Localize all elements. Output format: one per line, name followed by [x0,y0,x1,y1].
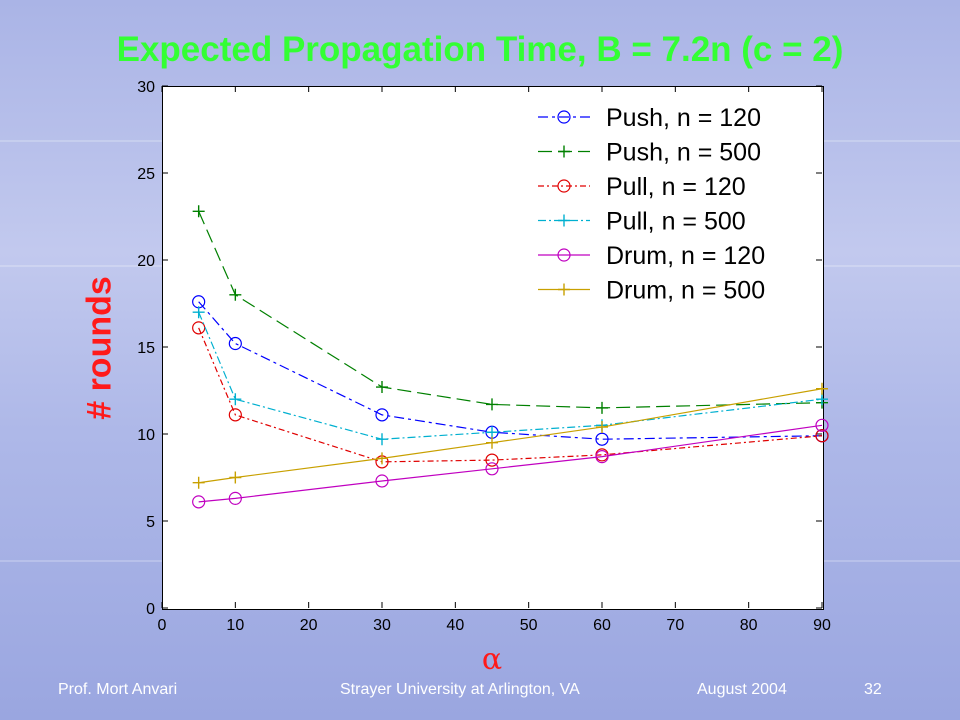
data-point-series-4 [486,426,498,439]
data-point-series-5 [192,495,206,509]
legend-label: Drum, n = 500 [606,277,765,305]
x-axis-label: α [481,642,503,677]
data-point-series-4 [376,433,388,446]
legend-label: Push, n = 120 [606,104,761,132]
data-point-series-6 [816,382,828,395]
legend-label: Pull, n = 500 [606,208,746,236]
x-tick-label: 70 [666,617,684,634]
y-tick-label: 5 [146,514,155,531]
data-point-series-3 [228,408,242,422]
footer-date: August 2004 [697,681,787,698]
data-point-series-1 [595,432,609,446]
data-point-series-5 [595,450,609,464]
series-line-5 [198,424,823,503]
y-tick-label: 25 [137,166,155,183]
data-point-series-4 [816,393,828,406]
series-line-2 [198,211,823,409]
legend-marker [558,145,570,158]
series-line-1 [198,301,823,440]
data-point-series-1 [375,408,389,422]
footer-page-number: 32 [864,681,882,698]
y-tick-label: 10 [137,427,155,444]
data-point-series-2 [192,205,205,218]
x-tick-label: 50 [520,617,538,634]
data-point-series-2 [229,288,242,301]
slide-title: Expected Propagation Time, B = 7.2n (c =… [116,30,844,69]
y-axis-label: # rounds [80,276,119,420]
data-point-series-6 [229,471,242,484]
legend-label: Pull, n = 120 [606,173,746,201]
legend-marker [557,179,571,193]
data-point-series-6 [486,436,498,449]
x-tick-label: 0 [158,617,167,634]
footer-venue: Strayer University at Arlington, VA [340,681,580,698]
data-point-series-5 [815,418,829,432]
y-tick-label: 30 [137,79,155,96]
data-point-series-3 [815,429,829,443]
data-point-series-6 [596,421,608,434]
legend-box [528,98,806,311]
x-tick-label: 30 [373,617,391,634]
data-point-series-6 [192,476,205,489]
legend-label: Drum, n = 120 [606,242,765,270]
series-line-4 [198,311,823,440]
y-tick-label: 20 [137,253,155,270]
data-point-series-6 [376,452,388,465]
data-point-series-4 [192,306,205,319]
legend-label: Push, n = 500 [606,139,761,167]
legend-marker [558,283,570,296]
legend-marker [557,110,571,124]
data-point-series-2 [376,381,388,394]
data-point-series-5 [228,491,242,505]
series-line-6 [198,388,823,484]
footer-author: Prof. Mort Anvari [58,681,178,698]
data-point-series-1 [228,336,242,351]
y-tick-label: 0 [146,601,155,618]
data-point-series-5 [375,474,389,488]
data-point-series-4 [229,393,242,406]
x-tick-label: 40 [446,617,464,634]
data-point-series-5 [485,462,499,476]
data-point-series-3 [485,453,499,467]
x-tick-label: 60 [593,617,611,634]
y-tick-label: 15 [137,340,155,357]
x-tick-label: 90 [813,617,831,634]
series-line-3 [198,327,823,463]
data-point-series-2 [486,398,498,411]
legend-marker [558,214,570,227]
x-tick-label: 80 [740,617,758,634]
legend-marker [557,248,571,262]
data-point-series-2 [596,401,608,414]
x-tick-label: 10 [226,617,244,634]
x-tick-label: 20 [300,617,318,634]
